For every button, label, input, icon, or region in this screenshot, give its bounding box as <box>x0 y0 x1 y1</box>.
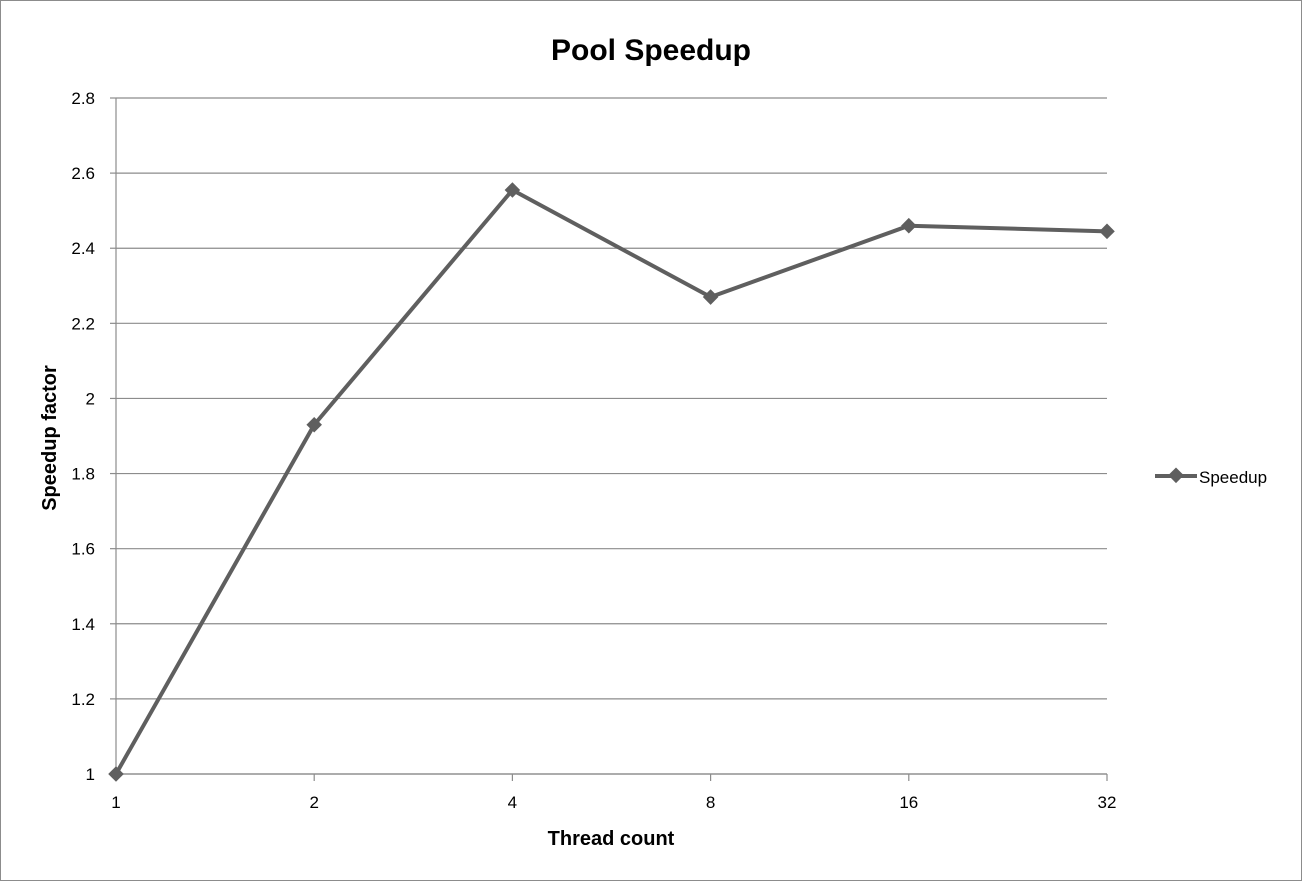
x-tick-labels: 1 2 4 8 16 32 <box>111 793 1116 812</box>
y-tick-label: 1.8 <box>71 465 95 484</box>
data-point <box>702 289 719 305</box>
series-line <box>114 188 1108 775</box>
gridlines <box>110 97 1107 775</box>
data-point <box>108 766 124 782</box>
data-point <box>504 182 521 198</box>
y-tick-label: 2 <box>86 389 95 408</box>
axes <box>115 98 1108 781</box>
series-speedup <box>108 182 1115 782</box>
y-tick-labels: 1 1.2 1.4 1.6 1.8 2 2.2 2.4 2.6 2.8 <box>71 89 95 784</box>
legend: Speedup <box>1155 467 1267 487</box>
y-tick-label: 2.8 <box>71 89 95 108</box>
x-tick-label: 32 <box>1098 793 1117 812</box>
y-tick-label: 1.6 <box>71 540 95 559</box>
data-point <box>1099 223 1115 240</box>
chart-title: Pool Speedup <box>551 34 751 67</box>
x-tick-label: 8 <box>706 793 715 812</box>
x-axis-label: Thread count <box>548 828 675 850</box>
y-tick-label: 1 <box>86 765 95 784</box>
x-tick-label: 1 <box>111 793 120 812</box>
legend-label-speedup: Speedup <box>1199 468 1267 487</box>
y-tick-label: 2.2 <box>71 314 95 333</box>
legend-marker <box>1168 467 1184 484</box>
x-tick-label: 2 <box>309 793 318 812</box>
x-tick-label: 4 <box>508 793 517 812</box>
y-tick-label: 1.2 <box>71 690 95 709</box>
y-tick-label: 2.6 <box>71 164 95 183</box>
y-axis-label: Speedup factor <box>39 365 61 511</box>
x-tick-label: 16 <box>899 793 918 812</box>
data-point <box>901 217 917 234</box>
y-tick-label: 1.4 <box>71 615 95 634</box>
y-tick-label: 2.4 <box>71 239 95 258</box>
